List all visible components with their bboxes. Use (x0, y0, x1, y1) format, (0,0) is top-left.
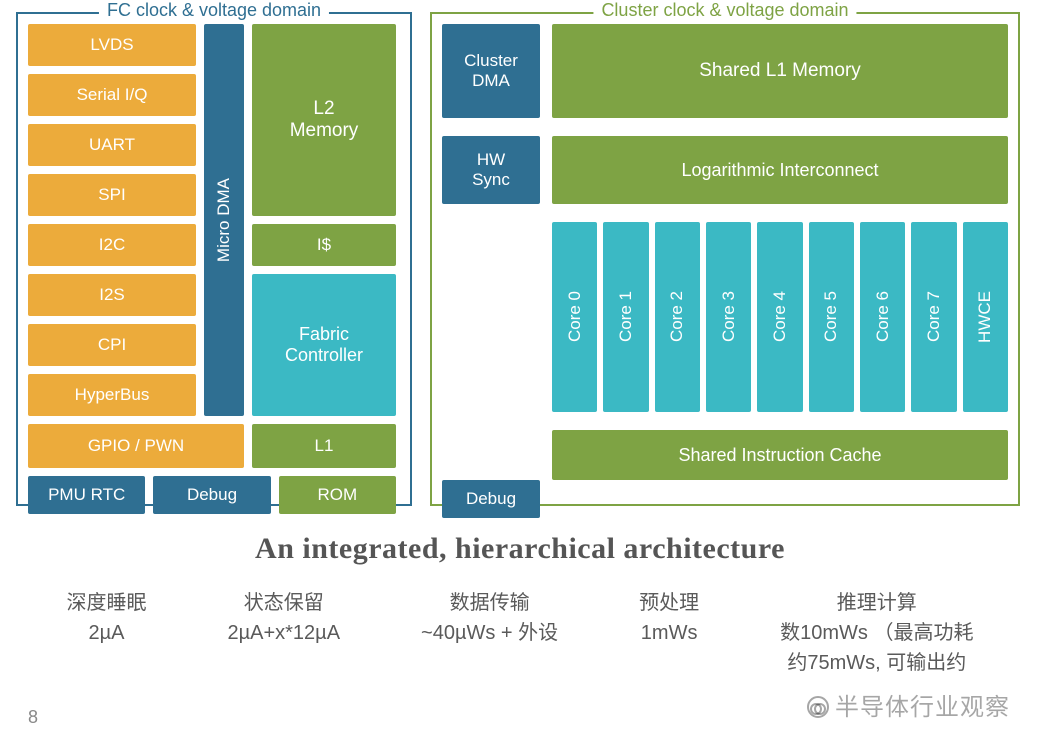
fc-gpio-pwm: GPIO / PWN (28, 424, 244, 468)
cluster-hw-sync: HW Sync (442, 136, 540, 204)
fc-domain-title: FC clock & voltage domain (99, 0, 329, 21)
fc-domain: FC clock & voltage domain LVDSSerial I/Q… (16, 12, 412, 506)
footer-label: 推理计算 (780, 588, 973, 618)
watermark: 半导体行业观察 (807, 687, 1010, 722)
fc-debug: Debug (153, 476, 270, 514)
fc-periph-serial-i-q: Serial I/Q (28, 74, 196, 116)
footer-value: 数10mWs （最高功耗 约75mWs, 可输出约 (780, 618, 973, 678)
cluster-debug: Debug (442, 480, 540, 518)
fc-pmu-rtc: PMU RTC (28, 476, 145, 514)
fc-periph-lvds: LVDS (28, 24, 196, 66)
fc-fabric-controller: Fabric Controller (252, 274, 396, 416)
cluster-domain: Cluster clock & voltage domain Cluster D… (430, 12, 1020, 506)
subtitle: An integrated, hierarchical architecture (16, 532, 1024, 566)
footer-col-2: 数据传输~40µWs + 外设 (421, 588, 558, 678)
footer-col-1: 状态保留2µA+x*12µA (227, 588, 340, 678)
wechat-icon (807, 696, 829, 718)
fc-periph-i2s: I2S (28, 274, 196, 316)
footer-label: 深度睡眠 (66, 588, 146, 618)
footer-label: 状态保留 (227, 588, 340, 618)
footer-value: 2µA+x*12µA (227, 618, 340, 648)
cluster-core-5: Core 5 (809, 222, 854, 412)
footer-row: 深度睡眠2µA 状态保留2µA+x*12µA 数据传输~40µWs + 外设 预处理1… (16, 588, 1024, 678)
footer-value: 2µA (66, 618, 146, 648)
fc-micro-dma: Micro DMA (204, 24, 244, 416)
cluster-shared-l1: Shared L1 Memory (552, 24, 1008, 118)
cluster-core-4: Core 4 (757, 222, 802, 412)
fc-periph-hyperbus: HyperBus (28, 374, 196, 416)
footer-col-4: 推理计算数10mWs （最高功耗 约75mWs, 可输出约 (780, 588, 973, 678)
cluster-core-2: Core 2 (655, 222, 700, 412)
cluster-cores: Core 0Core 1Core 2Core 3Core 4Core 5Core… (552, 222, 1008, 412)
cluster-core-1: Core 1 (603, 222, 648, 412)
footer-label: 数据传输 (421, 588, 558, 618)
fc-periph-cpi: CPI (28, 324, 196, 366)
page-number: 8 (28, 707, 38, 728)
fc-l2-memory: L2 Memory (252, 24, 396, 216)
cluster-core-6: Core 6 (860, 222, 905, 412)
footer-value: ~40µWs + 外设 (421, 618, 558, 648)
cluster-hwce: HWCE (963, 222, 1008, 412)
fc-periph-spi: SPI (28, 174, 196, 216)
cluster-log-interconnect: Logarithmic Interconnect (552, 136, 1008, 204)
cluster-core-7: Core 7 (911, 222, 956, 412)
watermark-text: 半导体行业观察 (835, 694, 1010, 721)
fc-rom: ROM (279, 476, 396, 514)
footer-label: 预处理 (639, 588, 699, 618)
cluster-domain-title: Cluster clock & voltage domain (593, 0, 856, 21)
cluster-dma: Cluster DMA (442, 24, 540, 118)
fc-l1: L1 (252, 424, 396, 468)
footer-col-0: 深度睡眠2µA (66, 588, 146, 678)
cluster-core-0: Core 0 (552, 222, 597, 412)
fc-periph-uart: UART (28, 124, 196, 166)
fc-icache: I$ (252, 224, 396, 266)
cluster-shared-inst-cache: Shared Instruction Cache (552, 430, 1008, 480)
footer-value: 1mWs (639, 618, 699, 648)
cluster-core-3: Core 3 (706, 222, 751, 412)
architecture-diagram: FC clock & voltage domain LVDSSerial I/Q… (16, 12, 1024, 506)
footer-col-3: 预处理1mWs (639, 588, 699, 678)
fc-periph-i2c: I2C (28, 224, 196, 266)
